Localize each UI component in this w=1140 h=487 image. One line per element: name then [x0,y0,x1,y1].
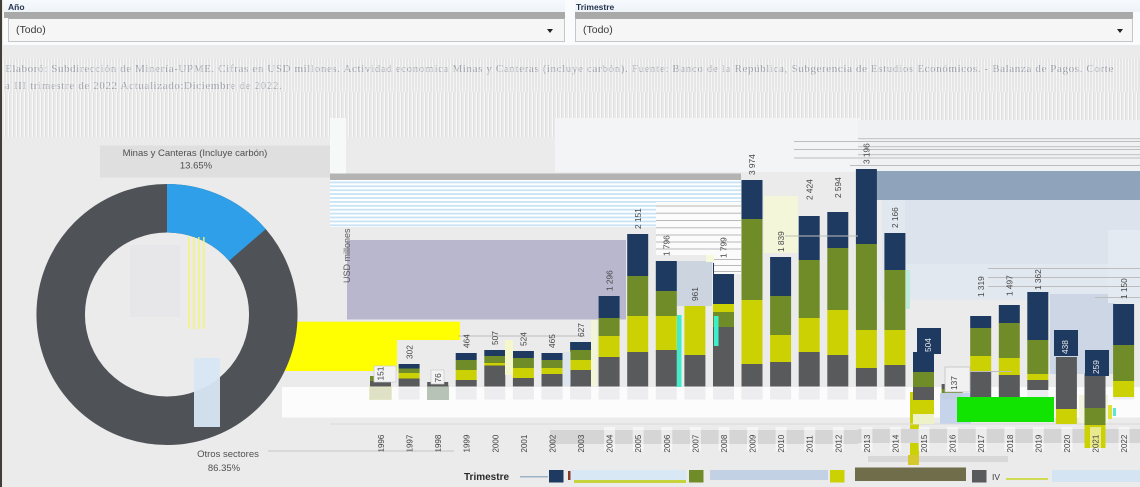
svg-text:2006: 2006 [663,434,672,452]
svg-text:2015: 2015 [920,434,929,452]
svg-text:1 150: 1 150 [1119,278,1129,299]
svg-text:524: 524 [519,332,529,346]
svg-text:1999: 1999 [463,434,472,452]
svg-text:2018: 2018 [1006,434,1015,452]
svg-text:151: 151 [376,366,386,380]
svg-text:2 594: 2 594 [833,177,843,198]
svg-text:76: 76 [433,373,443,383]
svg-text:2000: 2000 [491,434,500,452]
svg-text:2 166: 2 166 [890,207,900,228]
svg-text:3 196: 3 196 [862,143,872,164]
svg-text:2009: 2009 [749,434,758,452]
svg-text:961: 961 [690,287,700,301]
svg-text:1998: 1998 [434,434,443,452]
svg-text:86.35%: 86.35% [208,463,241,474]
svg-text:Minas y Canteras (Incluye carb: Minas y Canteras (Incluye carbón) [123,148,268,159]
svg-text:2002: 2002 [549,434,558,452]
svg-text:2019: 2019 [1034,434,1043,452]
svg-text:302: 302 [404,345,414,359]
svg-text:1 362: 1 362 [1033,269,1043,290]
svg-text:2017: 2017 [977,434,986,452]
svg-text:1 799: 1 799 [719,237,729,258]
svg-text:465: 465 [547,334,557,348]
svg-text:2013: 2013 [863,434,872,452]
svg-text:Otros sectores: Otros sectores [197,449,259,460]
svg-text:1997: 1997 [406,434,415,452]
svg-text:1 839: 1 839 [776,231,786,252]
svg-text:2012: 2012 [834,434,843,452]
svg-text:259: 259 [1091,360,1101,374]
svg-text:507: 507 [490,331,500,345]
svg-text:2001: 2001 [520,434,529,452]
svg-text:1 497: 1 497 [1005,275,1015,296]
svg-text:2014: 2014 [891,434,900,452]
svg-text:IV: IV [992,472,1000,482]
svg-text:627: 627 [576,323,586,337]
svg-text:13.65%: 13.65% [180,161,213,172]
svg-text:464: 464 [461,334,471,348]
svg-text:1996: 1996 [377,434,386,452]
svg-text:2011: 2011 [806,435,815,453]
svg-text:2008: 2008 [720,434,729,452]
svg-text:1 296: 1 296 [604,270,614,291]
svg-text:2 151: 2 151 [633,208,643,229]
svg-text:USD millones: USD millones [342,228,352,283]
svg-text:2 424: 2 424 [804,179,814,200]
svg-text:2003: 2003 [577,434,586,452]
svg-text:2022: 2022 [1120,434,1129,452]
svg-text:2020: 2020 [1063,434,1072,452]
svg-text:1 796: 1 796 [662,235,672,256]
svg-text:Trimestre: Trimestre [464,472,509,483]
svg-text:2010: 2010 [777,434,786,452]
svg-text:504: 504 [923,338,933,352]
svg-text:3 974: 3 974 [747,154,757,175]
svg-text:2021: 2021 [1092,434,1101,452]
svg-text:438: 438 [1060,340,1070,354]
svg-text:2004: 2004 [606,434,615,452]
svg-text:137: 137 [949,376,959,390]
svg-text:2005: 2005 [634,434,643,452]
svg-text:2007: 2007 [691,434,700,452]
svg-text:2016: 2016 [949,434,958,452]
svg-text:1 319: 1 319 [976,276,986,297]
